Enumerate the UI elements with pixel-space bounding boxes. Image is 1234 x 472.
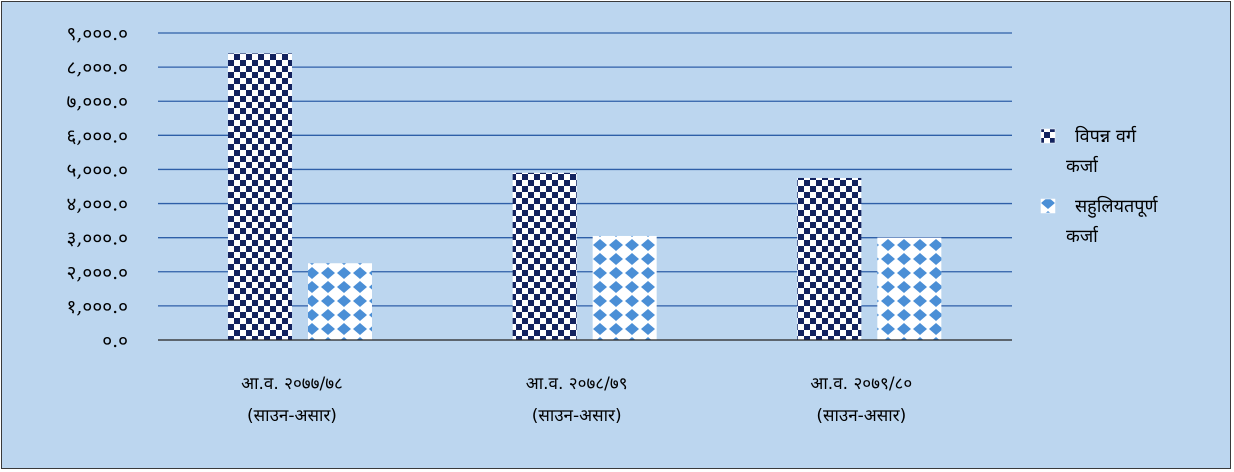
bars: [228, 53, 942, 340]
x-axis-labels: आ.व. २०७७/७८ (साउन-असार) आ.व. २०७८/७९ (साउन…: [241, 374, 912, 426]
bar-s0-c2: [797, 177, 862, 340]
y-tick-label-4: ४,०००.०: [67, 194, 128, 216]
y-tick-label-6: ६,०००.०: [67, 125, 128, 147]
legend-swatch-1: [1040, 198, 1056, 214]
legend-label-1-line-0: सहुलियतपूर्ण: [1075, 195, 1159, 218]
y-tick-label-9: ९,०००.०: [67, 23, 128, 45]
bar-s0-c1: [512, 172, 577, 340]
bar-s1-c2: [877, 237, 942, 340]
y-tick-label-8: ८,०००.०: [67, 57, 128, 79]
legend-label-0-line-1: कर्जा: [1066, 155, 1099, 177]
legend-label-1-line-1: कर्जा: [1066, 225, 1099, 247]
y-axis: ०.० १,०००.० २,०००.० ३,०००.० ४,०००.० ५,०००.० ६,…: [67, 23, 1012, 352]
category-label-1-line-0: आ.व. २०७८/७९: [526, 374, 628, 394]
bar-s0-c0: [228, 53, 292, 340]
category-label-2-line-1: (साउन-असार): [816, 406, 906, 426]
y-tick-label-0: ०.०: [102, 330, 128, 352]
category-label-0-line-1: (साउन-असार): [247, 406, 337, 426]
legend-swatch-0: [1040, 128, 1056, 144]
y-tick-label-7: ७,०००.०: [67, 91, 128, 113]
category-label-1-line-1: (साउन-असार): [532, 406, 622, 426]
y-tick-label-2: २,०००.०: [67, 262, 128, 284]
bar-s1-c1: [592, 235, 657, 340]
y-tick-label-5: ५,०००.०: [67, 159, 128, 181]
category-label-2-line-0: आ.व. २०७९/८०: [810, 374, 912, 394]
bar-s1-c0: [308, 263, 372, 340]
category-label-0-line-0: आ.व. २०७७/७८: [241, 374, 343, 394]
legend: विपन्न वर्ग कर्जा सहुलियतपूर्ण कर्जा: [1040, 125, 1159, 247]
gridlines: [158, 32, 1012, 307]
legend-label-0-line-0: विपन्न वर्ग: [1075, 125, 1137, 147]
y-tick-label-1: १,०००.०: [67, 296, 128, 318]
y-tick-label-3: ३,०००.०: [67, 228, 128, 250]
